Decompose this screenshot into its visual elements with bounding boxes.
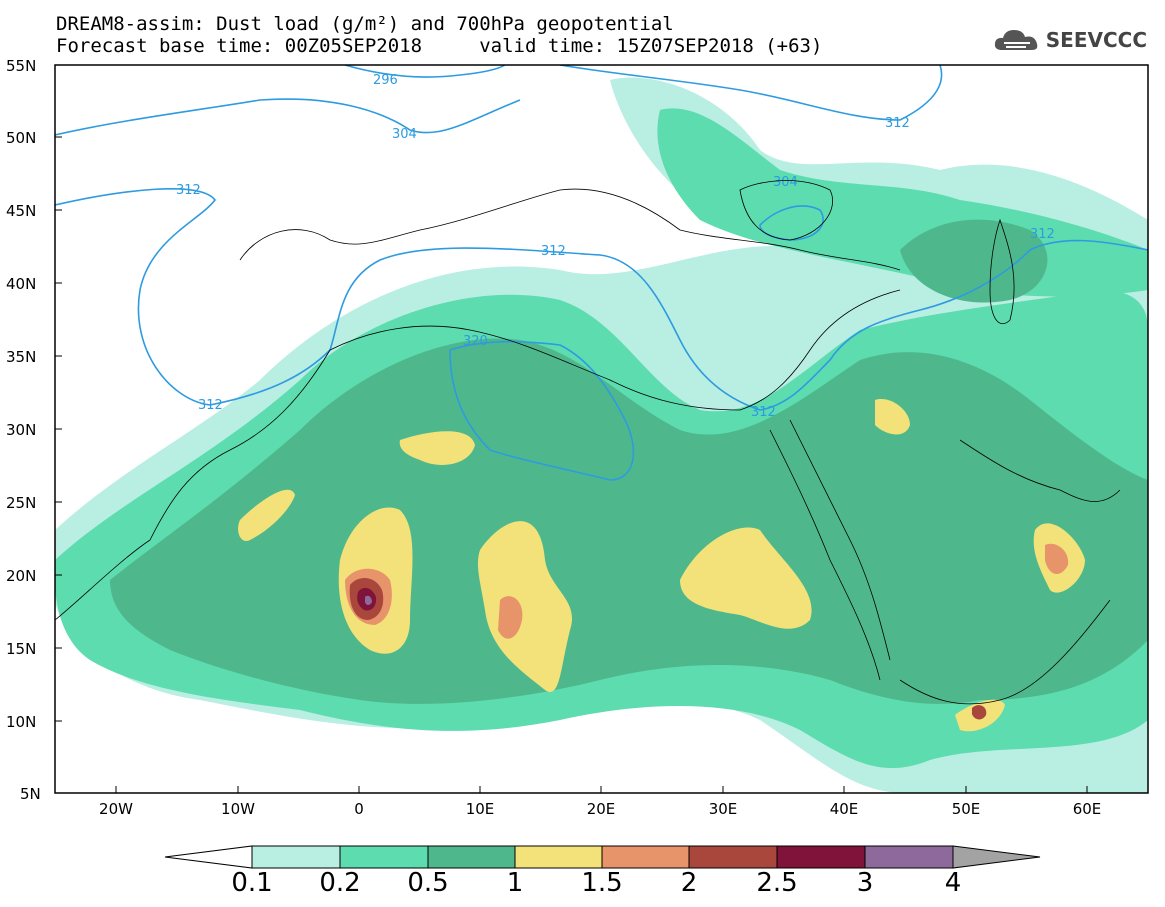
dust-1.5-b: [498, 596, 523, 639]
north-africa-coast: [55, 289, 901, 621]
colorbar-bin: [339, 845, 429, 869]
contour-label: 304: [773, 175, 798, 190]
lat-label: 5N: [20, 785, 41, 803]
lat-label: 40N: [6, 275, 37, 293]
cloud-icon: [994, 30, 1038, 50]
lat-label: 15N: [6, 640, 37, 658]
contour-320: [449, 340, 635, 481]
lat-label: 50N: [6, 129, 37, 147]
colorbar-bin: [601, 845, 690, 869]
lat-label: 35N: [6, 348, 37, 366]
contour-312-b: [559, 65, 943, 121]
colorbar-label: 0.5: [407, 868, 449, 898]
colorbar-label: 0.1: [231, 868, 273, 898]
lat-label: 55N: [6, 57, 37, 75]
red-sea-west: [769, 429, 881, 681]
contour-312-a: [55, 188, 1148, 411]
arabia-south-coast: [899, 599, 1111, 705]
lon-label: 0: [354, 800, 364, 818]
lat-label: 45N: [6, 202, 37, 220]
lat-label: 10N: [6, 713, 37, 731]
lat-label: 25N: [6, 494, 37, 512]
map-title: DREAM8-assim: Dust load (g/m²) and 700hP…: [56, 13, 674, 35]
axis-ticks: [55, 136, 1088, 793]
dust-0.5-caspian: [900, 219, 1048, 303]
colorbar: [164, 845, 1041, 869]
gulf-coast: [959, 439, 1121, 502]
colorbar-label: 0.2: [319, 868, 361, 898]
colorbar-high-arrow: [952, 845, 1041, 869]
colorbar-bin: [864, 845, 954, 869]
lon-label: 50E: [951, 800, 981, 818]
dust-1-f: [399, 431, 475, 465]
colorbar-label: 1: [506, 868, 524, 898]
coastlines: [55, 180, 1121, 705]
lat-label: 20N: [6, 567, 37, 585]
contour-296: [344, 65, 506, 78]
colorbar-label: 1.5: [581, 868, 623, 898]
colorbar-bin: [514, 845, 603, 869]
colorbar-low-arrow: [164, 845, 253, 869]
contour-label: 320: [463, 334, 488, 349]
contour-label: 296: [373, 73, 398, 88]
lon-label: 40E: [829, 800, 859, 818]
black-sea: [739, 180, 833, 241]
dust-1.5-c: [1045, 543, 1069, 575]
contour-label: 312: [751, 405, 776, 420]
caspian-sea: [989, 218, 1015, 325]
colorbar-label: 3: [856, 868, 874, 898]
europe-coast: [239, 188, 901, 271]
geopotential-contours: [55, 65, 1148, 481]
map-subtitle: Forecast base time: 00Z05SEP2018 valid t…: [56, 35, 823, 57]
contour-label: 312: [541, 244, 566, 259]
lon-label: 30E: [708, 800, 738, 818]
seevccc-logo: SEEVCCC: [992, 26, 1147, 54]
dust-1-e: [238, 489, 295, 541]
dust-1-b: [477, 521, 573, 692]
contour-label: 304: [392, 127, 417, 142]
contour-label: 312: [1030, 227, 1055, 242]
lon-label: 20E: [586, 800, 616, 818]
colorbar-label: 4: [944, 868, 962, 898]
contour-label: 312: [885, 116, 910, 131]
colorbar-label: 2.5: [756, 868, 798, 898]
colorbar-bin: [776, 845, 866, 869]
lon-label: 60E: [1072, 800, 1102, 818]
dust-field: [55, 77, 1148, 793]
colorbar-bin: [688, 845, 778, 869]
lon-label: 10E: [465, 800, 495, 818]
colorbar-bin: [251, 845, 341, 869]
colorbar-bin: [427, 845, 516, 869]
dust-2-somalia: [972, 705, 987, 720]
dust-4-core: [365, 595, 372, 605]
colorbar-label: 2: [680, 868, 698, 898]
contour-label: 312: [198, 398, 223, 413]
dust-1-g: [875, 399, 910, 435]
contour-label: 312: [176, 183, 201, 198]
contour-304: [55, 98, 521, 136]
logo-text: SEEVCCC: [1045, 28, 1147, 52]
red-sea-east: [789, 419, 891, 661]
lon-label: 20W: [99, 800, 133, 818]
lon-label: 10W: [221, 800, 255, 818]
dust-1-c: [680, 527, 812, 629]
lat-label: 30N: [6, 421, 37, 439]
